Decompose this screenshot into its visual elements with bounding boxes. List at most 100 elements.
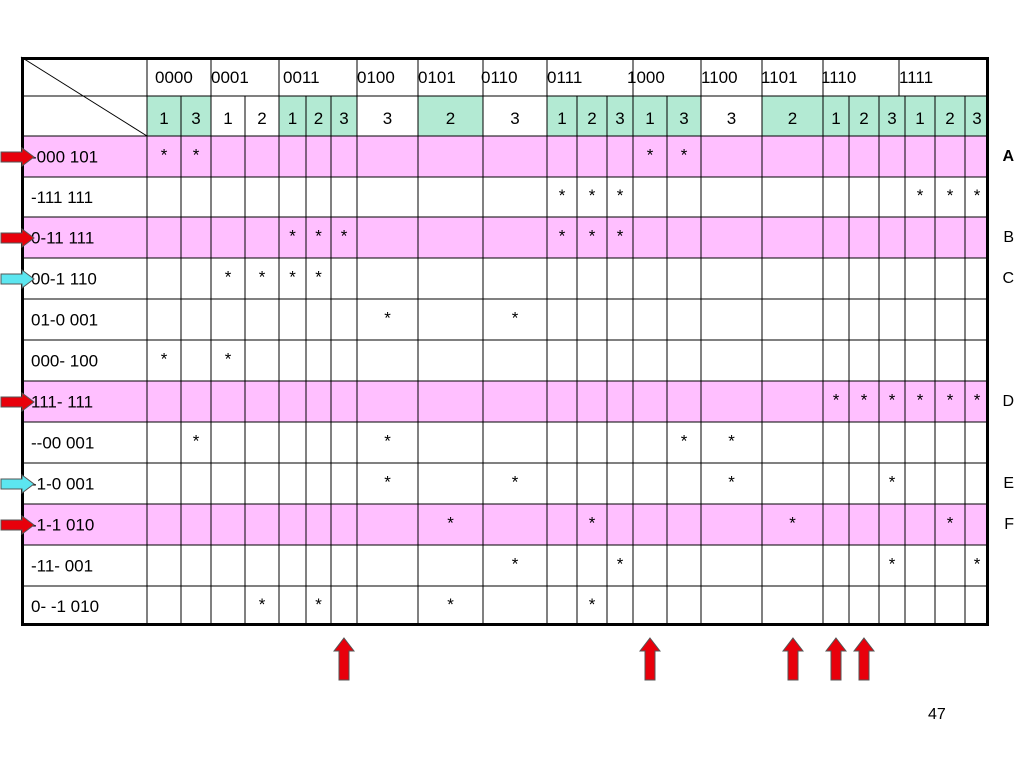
coverage-mark: * [447,514,454,533]
subheader-highlight [849,96,879,136]
row-side-label: A [1002,147,1014,165]
coverage-mark: * [289,227,296,246]
coverage-mark: * [161,350,168,369]
coverage-mark: * [512,309,519,328]
subheader-highlight [965,96,989,136]
subheader-highlight [181,96,211,136]
coverage-mark: * [559,227,566,246]
column-sub-label: 1 [288,109,297,128]
subheader-highlight [762,96,823,136]
coverage-mark: * [974,555,981,574]
coverage-mark: * [681,432,688,451]
coverage-mark: * [728,473,735,492]
column-group-label: 0111 [547,68,582,87]
coverage-mark: * [225,350,232,369]
red-right-arrow-icon [0,146,35,167]
column-sub-label: 1 [557,109,566,128]
row-side-label: F [1004,515,1014,533]
column-sub-label: 2 [257,109,266,128]
coverage-mark: * [647,146,654,165]
subheader-highlight [633,96,667,136]
row-highlight [21,136,989,177]
row-label: -11- 001 [31,557,93,576]
row-label: 0- -1 010 [31,597,99,616]
coverage-mark: * [259,268,266,287]
row-label: -111 111 [31,188,93,207]
coverage-mark: * [889,391,896,410]
coverage-mark: * [617,227,624,246]
coverage-mark: * [512,473,519,492]
subheader-highlight [879,96,905,136]
coverage-table: 0000 0001 0011 0100 0101 0110 0111 1000 1100 1101… [20,56,989,626]
red-up-arrow-icon [333,637,355,681]
column-sub-label: 1 [645,109,654,128]
coverage-mark: * [861,391,868,410]
coverage-mark: * [974,391,981,410]
column-sub-label: 2 [587,109,596,128]
coverage-mark: * [589,595,596,614]
column-sub-label: 3 [679,109,688,128]
subheader-highlight [331,96,357,136]
corner-diagonal [20,56,148,137]
column-sub-label: 3 [887,109,896,128]
coverage-mark: * [974,186,981,205]
coverage-mark: * [917,391,924,410]
red-right-arrow-icon [0,514,35,535]
coverage-mark: * [161,146,168,165]
row-label: 00-1 110 [31,270,97,289]
row-side-label: C [1002,269,1014,287]
row-label: --00 001 [31,434,94,453]
subheader-highlight [823,96,849,136]
red-up-arrow-icon [825,637,847,681]
column-sub-label: 3 [339,109,348,128]
column-sub-label: 1 [223,109,232,128]
coverage-mark: * [512,555,519,574]
column-group-label: 0001 [211,68,249,87]
column-group-label: 1111 [899,68,933,87]
column-sub-label: 3 [615,109,624,128]
subheader-highlight [577,96,607,136]
row-highlight [21,217,989,258]
coverage-mark: * [947,514,954,533]
red-up-arrow-icon [853,637,875,681]
red-up-arrow-icon [781,637,804,681]
column-sub-label: 3 [383,109,392,128]
coverage-mark: * [193,146,200,165]
coverage-mark: * [384,432,391,451]
column-group-label: 1100 [701,68,738,87]
red-right-arrow-icon [0,391,35,412]
coverage-mark: * [315,227,322,246]
column-group-label: 1000 [627,68,665,87]
cyan-right-arrow-icon [0,473,35,494]
coverage-mark: * [589,514,596,533]
coverage-mark: * [728,432,735,451]
coverage-mark: * [947,186,954,205]
subheader-highlight [905,96,935,136]
subheader-highlight [935,96,965,136]
coverage-mark: * [384,473,391,492]
column-sub-label: 3 [510,109,519,128]
row-highlight [21,504,989,545]
row-label: -1-1 010 [31,516,94,535]
column-sub-label: 2 [859,109,868,128]
row-label: 0-11 111 [31,229,94,248]
row-highlight [21,381,989,422]
column-group-label: 0000 [155,68,193,87]
row-side-label: B [1003,228,1014,246]
coverage-mark: * [833,391,840,410]
coverage-mark: * [889,473,896,492]
subheader-highlight [306,96,331,136]
page-number: 47 [928,706,946,723]
coverage-mark: * [341,227,348,246]
coverage-mark: * [193,432,200,451]
coverage-table-grid: 0000 0001 0011 0100 0101 0110 0111 1000 1100 1101… [20,56,989,626]
cyan-right-arrow-icon [0,268,35,289]
red-up-arrow-icon [639,637,661,681]
column-sub-label: 3 [191,109,200,128]
coverage-mark: * [617,555,624,574]
column-group-label: 0100 [357,68,395,87]
coverage-mark: * [889,555,896,574]
subheader-highlight [607,96,633,136]
coverage-mark: * [315,268,322,287]
coverage-mark: * [315,595,322,614]
